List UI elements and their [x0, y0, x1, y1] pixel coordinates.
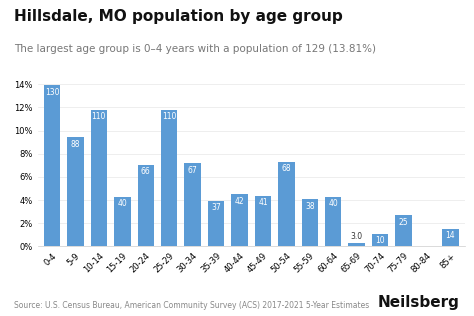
- Text: 67: 67: [188, 166, 198, 175]
- Bar: [278, 162, 294, 246]
- Text: 68: 68: [282, 164, 291, 173]
- Text: Source: U.S. Census Bureau, American Community Survey (ACS) 2017-2021 5-Year Est: Source: U.S. Census Bureau, American Com…: [14, 301, 369, 310]
- Text: 110: 110: [91, 112, 106, 121]
- Bar: [442, 229, 459, 246]
- Bar: [325, 197, 341, 246]
- Text: 42: 42: [235, 197, 244, 206]
- Bar: [255, 196, 271, 246]
- Bar: [348, 243, 365, 246]
- Bar: [137, 165, 154, 246]
- Text: 41: 41: [258, 198, 268, 207]
- Text: 10: 10: [375, 236, 385, 246]
- Text: 14: 14: [446, 231, 455, 240]
- Text: 37: 37: [211, 203, 221, 212]
- Text: 130: 130: [45, 88, 59, 96]
- Text: 66: 66: [141, 167, 151, 176]
- Text: Neilsberg: Neilsberg: [378, 295, 460, 310]
- Bar: [208, 201, 224, 246]
- Text: 38: 38: [305, 202, 315, 211]
- Bar: [67, 137, 83, 246]
- Bar: [91, 110, 107, 246]
- Text: 25: 25: [399, 218, 409, 227]
- Bar: [301, 199, 318, 246]
- Bar: [44, 85, 60, 246]
- Text: Hillsdale, MO population by age group: Hillsdale, MO population by age group: [14, 9, 343, 24]
- Text: 40: 40: [118, 199, 127, 208]
- Text: 110: 110: [162, 112, 176, 121]
- Text: The largest age group is 0–4 years with a population of 129 (13.81%): The largest age group is 0–4 years with …: [14, 44, 376, 54]
- Bar: [395, 216, 412, 246]
- Text: 88: 88: [71, 140, 80, 149]
- Bar: [231, 194, 248, 246]
- Bar: [372, 234, 388, 246]
- Bar: [161, 110, 177, 246]
- Text: 40: 40: [328, 199, 338, 208]
- Bar: [184, 163, 201, 246]
- Bar: [114, 197, 130, 246]
- Text: 3.0: 3.0: [351, 232, 363, 241]
